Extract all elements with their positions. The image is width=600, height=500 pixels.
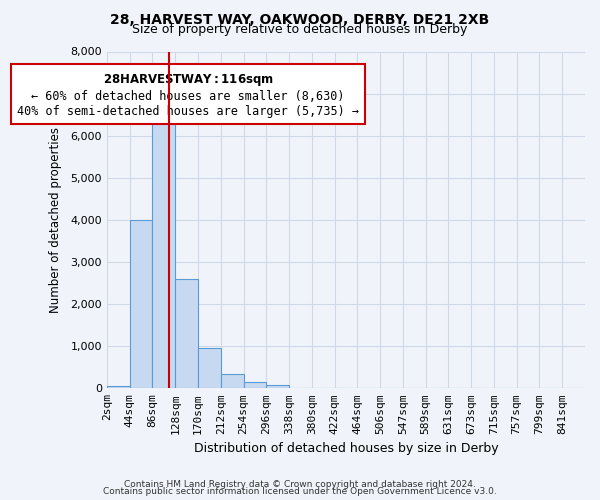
Bar bbox=[244, 382, 266, 388]
Text: Contains public sector information licensed under the Open Government Licence v3: Contains public sector information licen… bbox=[103, 487, 497, 496]
Bar bbox=[152, 112, 175, 388]
Bar bbox=[107, 386, 130, 388]
Text: 28, HARVEST WAY, OAKWOOD, DERBY, DE21 2XB: 28, HARVEST WAY, OAKWOOD, DERBY, DE21 2X… bbox=[110, 12, 490, 26]
Text: Size of property relative to detached houses in Derby: Size of property relative to detached ho… bbox=[133, 22, 467, 36]
Bar bbox=[266, 384, 289, 388]
Bar bbox=[175, 279, 198, 388]
X-axis label: Distribution of detached houses by size in Derby: Distribution of detached houses by size … bbox=[194, 442, 498, 455]
Bar bbox=[198, 348, 221, 389]
Bar bbox=[221, 374, 244, 388]
Text: Contains HM Land Registry data © Crown copyright and database right 2024.: Contains HM Land Registry data © Crown c… bbox=[124, 480, 476, 489]
Y-axis label: Number of detached properties: Number of detached properties bbox=[49, 127, 62, 313]
Bar bbox=[130, 220, 152, 388]
Text: $\bf{28 HARVEST WAY: 116sqm}$
← 60% of detached houses are smaller (8,630)
40% o: $\bf{28 HARVEST WAY: 116sqm}$ ← 60% of d… bbox=[17, 72, 359, 118]
